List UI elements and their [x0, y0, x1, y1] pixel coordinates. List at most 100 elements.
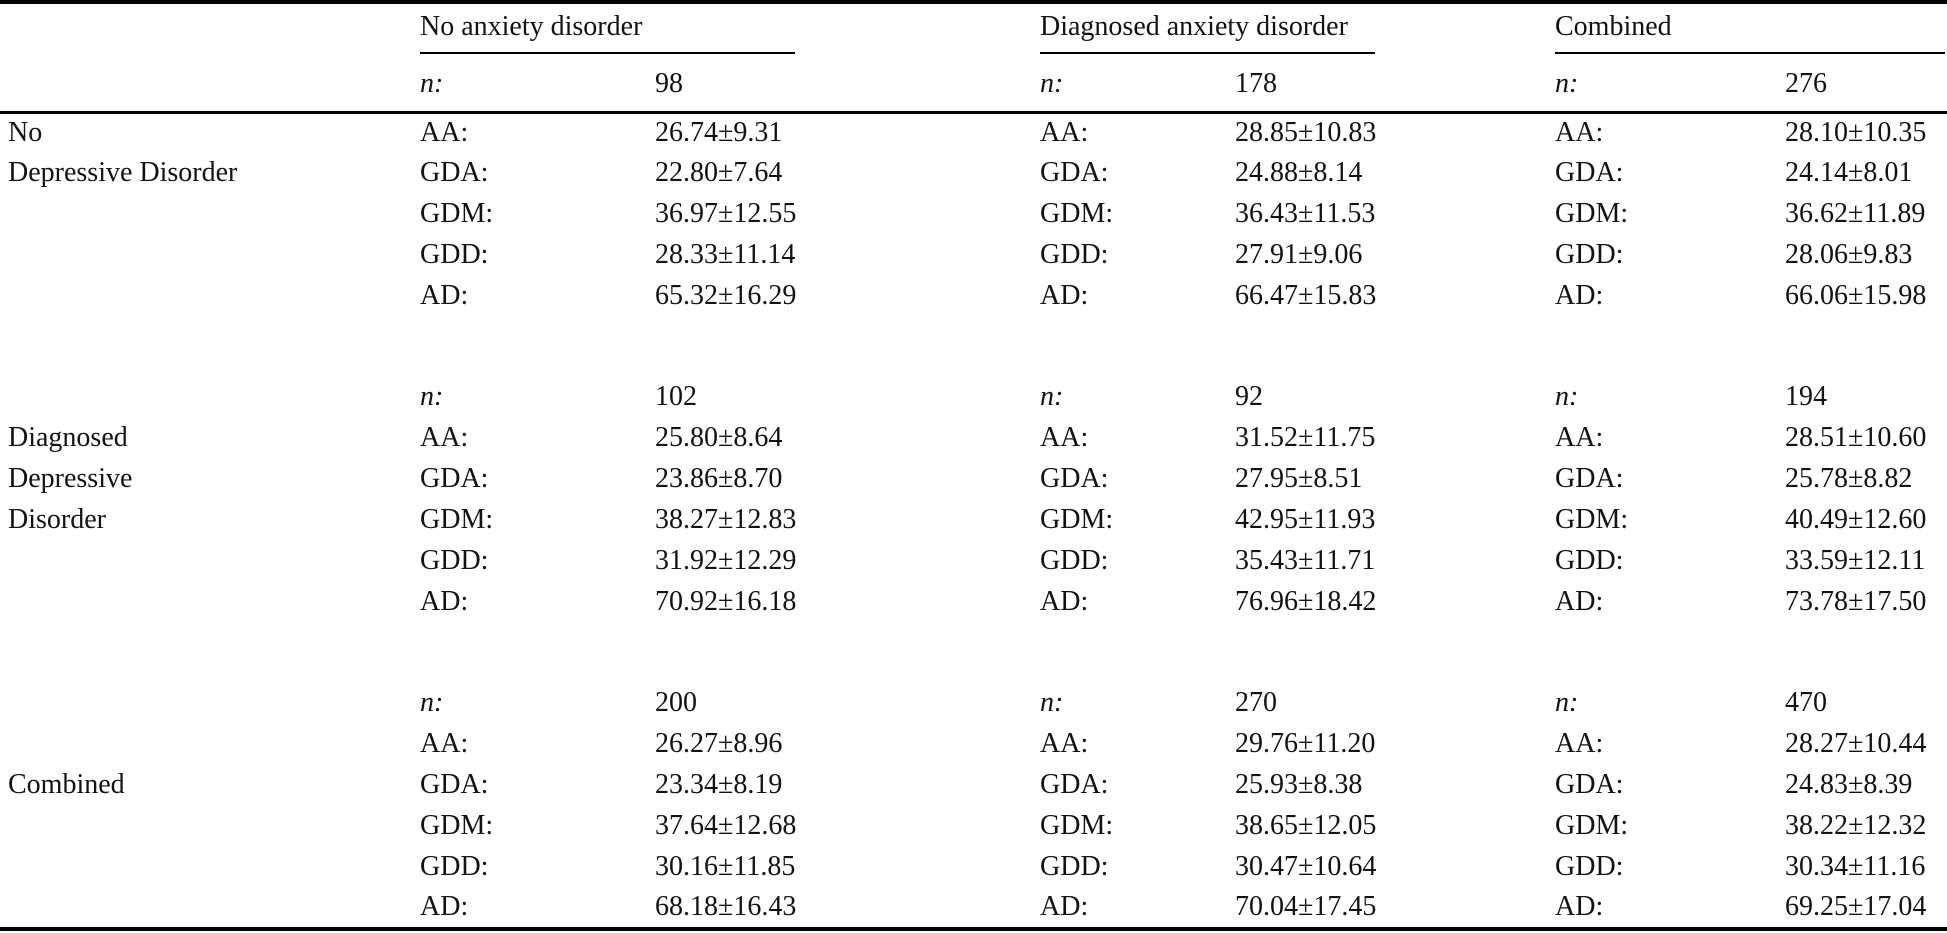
stat-value: 76.96±18.42: [1235, 586, 1377, 618]
stat-value: 28.51±10.60: [1785, 422, 1927, 454]
row-label: [0, 683, 420, 724]
stat-value: 28.27±10.44: [1785, 728, 1927, 760]
stat-value: 70.92±16.18: [655, 586, 797, 618]
stat-label: AA:: [1555, 728, 1604, 760]
table-row-b2-gdd: GDD: 31.92±12.29 GDD: 35.43±11.71 GDD: 3…: [0, 541, 1947, 582]
stat-value: 23.34±8.19: [655, 769, 783, 801]
sample-size-value: 102: [655, 381, 697, 413]
table-row-b3-aa: AA: 26.27±8.96 AA: 29.76±11.20 AA: 28.27…: [0, 724, 1947, 765]
row-label: [0, 194, 420, 235]
sample-size-label: n:: [1555, 687, 1579, 719]
stat-label: GDD:: [420, 851, 489, 883]
stat-value: 66.47±15.83: [1235, 280, 1377, 312]
stat-value: 36.43±11.53: [1235, 198, 1376, 230]
stat-value: 40.49±12.60: [1785, 504, 1927, 536]
column-group-no-anxiety: No anxiety disorder: [420, 2, 1040, 58]
stat-label: GDA:: [1555, 463, 1624, 495]
stat-value: 70.04±17.45: [1235, 891, 1377, 923]
stat-value: 25.78±8.82: [1785, 463, 1913, 495]
stat-value: 24.88±8.14: [1235, 157, 1363, 189]
table-row-b2-gdm: Disorder GDM: 38.27±12.83 GDM: 42.95±11.…: [0, 500, 1947, 541]
row-label: [0, 276, 420, 317]
sample-size-label: n:: [420, 58, 655, 114]
stat-label: GDA:: [1040, 463, 1109, 495]
stat-label: GDM:: [420, 504, 494, 536]
table-row-b1-ad: AD: 65.32±16.29 AD: 66.47±15.83 AD: 66.0…: [0, 276, 1947, 317]
row-label: [0, 541, 420, 582]
stat-label: GDD:: [1040, 851, 1109, 883]
stat-label: GDM:: [1040, 198, 1114, 230]
stat-label: GDM:: [1555, 504, 1629, 536]
stat-label: GDA:: [1040, 769, 1109, 801]
stat-value: 23.86±8.70: [655, 463, 783, 495]
stat-value: 31.52±11.75: [1235, 422, 1376, 454]
stat-label: AD:: [1040, 891, 1089, 923]
stat-value: 25.93±8.38: [1235, 769, 1363, 801]
stat-value: 42.95±11.93: [1235, 504, 1376, 536]
sample-size-label: n:: [420, 381, 444, 413]
stat-label: GDM:: [420, 810, 494, 842]
stat-label: GDM:: [1040, 810, 1114, 842]
sample-size-value: 270: [1235, 687, 1277, 719]
sample-size-label: n:: [1040, 381, 1064, 413]
row-label: Disorder: [8, 504, 106, 536]
sample-size-label: n:: [420, 687, 444, 719]
table-row-b2-gda: Depressive GDA: 23.86±8.70 GDA: 27.95±8.…: [0, 459, 1947, 500]
stat-value: 66.06±15.98: [1785, 280, 1927, 312]
table-row-b3-gdm: GDM: 37.64±12.68 GDM: 38.65±12.05 GDM: 3…: [0, 806, 1947, 847]
stat-label: AA:: [1040, 422, 1089, 454]
sample-size-row-block2: n: 102 n: 92 n: 194: [0, 377, 1947, 418]
stat-label: AA:: [1040, 116, 1089, 148]
table-row-b1-gdd: GDD: 28.33±11.14 GDD: 27.91±9.06 GDD: 28…: [0, 235, 1947, 276]
stat-value: 24.14±8.01: [1785, 157, 1913, 189]
sample-size-value: 178: [1235, 58, 1555, 114]
table-row-b1-gdm: GDM: 36.97±12.55 GDM: 36.43±11.53 GDM: 3…: [0, 194, 1947, 235]
sample-size-value: 276: [1785, 58, 1947, 114]
stat-label: AA:: [420, 422, 469, 454]
stat-label: GDD:: [1555, 239, 1624, 271]
stat-value: 35.43±11.71: [1235, 545, 1376, 577]
table-row-b1-aa: No AA: 26.74±9.31 AA: 28.85±10.83 AA: 28…: [0, 112, 1947, 153]
row-label: [0, 582, 420, 623]
row-label: Depressive Disorder: [8, 157, 238, 189]
row-label: [0, 847, 420, 888]
stat-value: 36.97±12.55: [655, 198, 797, 230]
stat-label: GDD:: [1040, 545, 1109, 577]
row-label: [0, 806, 420, 847]
column-group-header-row: No anxiety disorder Diagnosed anxiety di…: [0, 2, 1947, 58]
table-row-b3-gda: Combined GDA: 23.34±8.19 GDA: 25.93±8.38…: [0, 765, 1947, 806]
stat-label: AD:: [420, 586, 469, 618]
table-row-b1-gda: Depressive Disorder GDA: 22.80±7.64 GDA:…: [0, 153, 1947, 194]
spacer-row: [0, 623, 1947, 683]
stat-value: 28.10±10.35: [1785, 116, 1927, 148]
stat-value: 26.27±8.96: [655, 728, 783, 760]
stat-value: 26.74±9.31: [655, 116, 783, 148]
table-row-b2-aa: Diagnosed AA: 25.80±8.64 AA: 31.52±11.75…: [0, 418, 1947, 459]
sample-size-value: 194: [1785, 381, 1827, 413]
stat-label: GDM:: [420, 198, 494, 230]
sample-size-value: 200: [655, 687, 697, 719]
empty-corner-cell: [0, 2, 420, 58]
stat-value: 28.33±11.14: [655, 239, 796, 271]
stat-label: AD:: [1555, 280, 1604, 312]
stat-label: AA:: [1040, 728, 1089, 760]
stat-value: 31.92±12.29: [655, 545, 797, 577]
stat-value: 36.62±11.89: [1785, 198, 1926, 230]
stat-label: AA:: [1555, 116, 1604, 148]
column-group-combined: Combined: [1555, 2, 1947, 58]
stat-value: 38.65±12.05: [1235, 810, 1377, 842]
stat-label: GDA:: [420, 157, 489, 189]
stat-value: 29.76±11.20: [1235, 728, 1376, 760]
stat-value: 27.95±8.51: [1235, 463, 1363, 495]
stat-label: GDA:: [1555, 157, 1624, 189]
stat-value: 22.80±7.64: [655, 157, 783, 189]
sample-size-value: 98: [655, 58, 1040, 114]
stat-value: 30.47±10.64: [1235, 851, 1377, 883]
row-label: Diagnosed: [8, 422, 128, 454]
sample-size-label: n:: [1040, 687, 1064, 719]
stat-value: 28.85±10.83: [1235, 116, 1377, 148]
row-label: Combined: [8, 769, 125, 801]
stat-value: 25.80±8.64: [655, 422, 783, 454]
